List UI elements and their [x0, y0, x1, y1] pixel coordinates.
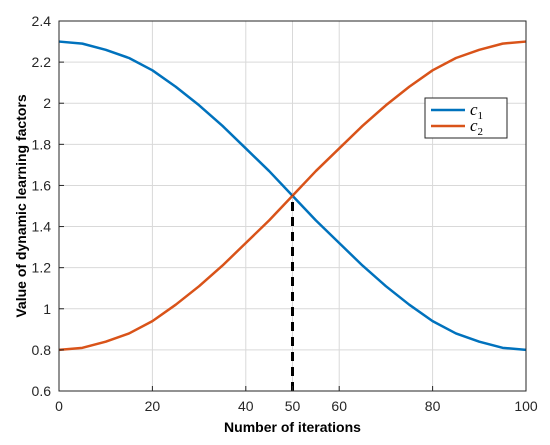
y-tick-label: 1.8 — [32, 136, 52, 152]
legend-label-c1: c1 — [470, 100, 483, 122]
y-tick-label: 1.2 — [32, 260, 52, 276]
y-tick-label: 0.8 — [32, 342, 52, 358]
series-line-c2 — [58, 40, 527, 352]
axes — [58, 20, 527, 392]
x-tick-label: 20 — [145, 398, 161, 414]
y-tick-label: 1.6 — [32, 177, 52, 193]
y-tick-label: 2.4 — [32, 13, 52, 29]
y-tick-label: 1.4 — [32, 219, 52, 235]
series-layer — [58, 40, 527, 352]
x-tick-label: 100 — [514, 398, 538, 414]
legend-box — [424, 97, 508, 139]
y-tick-label: 2 — [43, 95, 51, 111]
x-tick-label: 60 — [331, 398, 347, 414]
legend-label-c2: c2 — [470, 116, 483, 138]
x-tick-label: 0 — [55, 398, 63, 414]
x-tick-label: 40 — [238, 398, 254, 414]
x-tick-label: 80 — [425, 398, 441, 414]
x-tick-label: 50 — [285, 398, 301, 414]
x-axis-label: Number of iterations — [224, 419, 361, 435]
y-axis-label: Value of dynamic learning factors — [13, 94, 29, 318]
plot-frame — [58, 20, 527, 392]
y-tick-label: 0.6 — [32, 383, 52, 399]
y-tick-label: 1 — [43, 301, 51, 317]
y-tick-label: 2.2 — [32, 54, 52, 70]
tick-labels: 0 20 40 50 60 80 100 0.6 0.8 1 1.2 1.4 1.6 1.8 2 2.2 2.4 — [32, 13, 538, 414]
